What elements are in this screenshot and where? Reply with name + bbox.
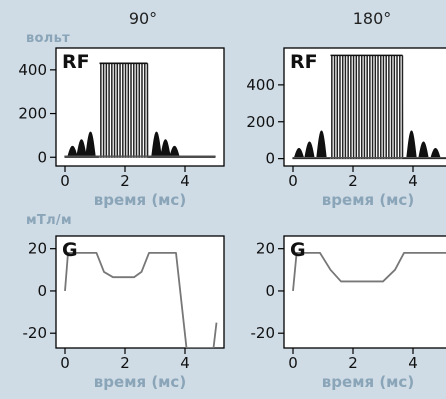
rf-90-xtick-label: 0: [60, 172, 70, 190]
g-90-xtick-label: 0: [60, 354, 70, 372]
rf-180-panel: RF 0 2 4 0 200 400 время (мс): [246, 47, 446, 209]
rf-unit-label: вольт: [26, 31, 70, 46]
g-90-panel-label: G: [62, 239, 78, 261]
g-180-xlabel: время (мс): [322, 373, 414, 391]
rf-90-xtick-label: 4: [180, 172, 190, 190]
g-90-xtick-label: 2: [120, 354, 130, 372]
rf-90-xlabel: время (мс): [94, 191, 186, 209]
rf-180-plot-area: [292, 54, 446, 160]
rf-90-ytick-label: 400: [18, 61, 47, 79]
g-180-ytick-label: 20: [256, 240, 275, 258]
column-header-90: 90°: [129, 9, 157, 28]
rf-180-xlabel: время (мс): [322, 191, 414, 209]
column-header-180: 180°: [353, 9, 392, 28]
g-180-xtick-label: 2: [348, 354, 358, 372]
rf-90-ytick-label: 0: [37, 148, 47, 166]
g-180-plot-area: [292, 252, 446, 292]
rf-180-ytick-label: 0: [265, 150, 275, 168]
g-90-xtick-label: 4: [180, 354, 190, 372]
rf-90-panel-label: RF: [62, 51, 90, 73]
g-180-frame: [283, 235, 446, 349]
rf-180-ytick-label: 200: [246, 113, 275, 131]
rf-90-plot-area: [64, 62, 216, 158]
g-180-panel-label: G: [290, 239, 306, 261]
g-90-frame: [55, 235, 225, 349]
g-90-ytick-label: -20: [23, 324, 48, 342]
g-180-gradient-line: [292, 252, 446, 292]
rf-180-ytick-label: 400: [246, 76, 275, 94]
g-90-ytick-label: 20: [28, 240, 47, 258]
g-90-plot-area: [64, 252, 218, 348]
rf-180-xtick-label: 4: [408, 172, 418, 190]
g-180-ytick-label: 0: [265, 282, 275, 300]
rf-180-panel-label: RF: [290, 51, 318, 73]
g-180-xtick-label: 4: [408, 354, 418, 372]
rf-90-panel: RF 0 2 4 0 200 400 время (мс): [18, 47, 225, 209]
rf-180-xtick-label: 0: [288, 172, 298, 190]
rf-90-xtick-label: 2: [120, 172, 130, 190]
g-90-ytick-label: 0: [37, 282, 47, 300]
g-180-ytick-label: -20: [251, 324, 276, 342]
rf-90-ytick-label: 200: [18, 105, 47, 123]
g-90-xlabel: время (мс): [94, 373, 186, 391]
rf-180-xtick-label: 2: [348, 172, 358, 190]
g-90-gradient-line: [64, 252, 218, 348]
g-unit-label: мТл/м: [26, 213, 72, 228]
g-180-panel: G 0 2 4 -20 0 20 время (мс): [251, 235, 446, 391]
g-90-panel: G 0 2 4 -20 0 20 время (мс): [23, 235, 225, 391]
g-180-xtick-label: 0: [288, 354, 298, 372]
